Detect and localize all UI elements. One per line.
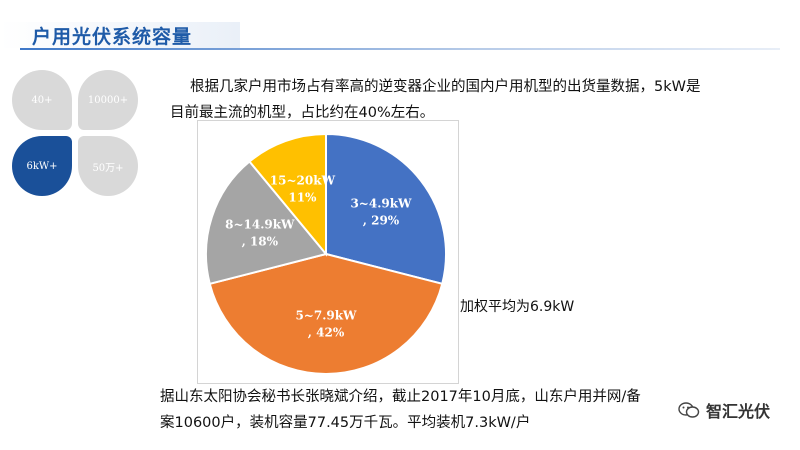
tile-6kw-plus[interactable]: 6kW+: [12, 136, 72, 196]
tile-label: 10000+: [87, 94, 129, 106]
pie-chart: 3~4.9kW , 29% 5~7.9kW , 42% 8~14.9kW , 18% 15~…: [205, 132, 447, 375]
tile-40-plus[interactable]: 40+: [12, 70, 72, 130]
intro-line-2: 目前最主流的机型，占比约在40%左右。: [170, 105, 435, 121]
wechat-icon: [678, 402, 700, 418]
tile-label: 40+: [31, 94, 53, 106]
pie-slice-label-0: 3~4.9kW: [350, 196, 412, 210]
tile-label: 6kW+: [26, 160, 58, 172]
footer-line-2: 案10600户，装机容量77.45万千瓦。平均装机7.3kW/户: [160, 415, 531, 431]
pie-slice-0: [325, 132, 447, 286]
tile-10000-plus[interactable]: 10000+: [78, 70, 138, 130]
pie-chart-frame: 3~4.9kW , 29% 5~7.9kW , 42% 8~14.9kW , 18% 15~…: [197, 120, 459, 384]
pie-slice-label-3: 15~20kW: [270, 174, 336, 188]
pie-slice-pct-1: , 42%: [308, 326, 345, 340]
pie-slice-pct-3: 11%: [288, 191, 317, 205]
footer-line-1: 据山东太阳协会秘书长张晓斌介绍，截止2017年10月底，山东户用并网/备: [160, 389, 641, 405]
title-strip: [0, 22, 240, 48]
pie-slice-pct-0: , 29%: [363, 213, 400, 227]
brand-name: 智汇光伏: [706, 402, 771, 421]
pie-slice-label-1: 5~7.9kW: [295, 309, 357, 323]
tile-label: 50万+: [92, 162, 124, 174]
tile-50wan-plus[interactable]: 50万+: [78, 136, 138, 196]
page-title: 户用光伏系统容量: [32, 26, 193, 48]
title-underline: [20, 48, 780, 50]
intro-paragraph: 根据几家户用市场占有率高的逆变器企业的国内户用机型的出货量数据，5kW是 目前最…: [170, 74, 730, 126]
brand-watermark: 智汇光伏: [678, 398, 770, 422]
pie-slice-1: [208, 252, 444, 375]
pie-slice-label-2: 8~14.9kW: [225, 217, 295, 231]
intro-line-1: 根据几家户用市场占有率高的逆变器企业的国内户用机型的出货量数据，5kW是: [190, 79, 701, 95]
pie-slice-2: [205, 160, 328, 286]
pie-slice-3: [248, 132, 327, 257]
pie-slice-pct-2: , 18%: [242, 234, 279, 248]
weighted-average-text: 加权平均为6.9kW: [460, 299, 575, 315]
footer-note: 据山东太阳协会秘书长张晓斌介绍，截止2017年10月底，山东户用并网/备 案10…: [160, 384, 660, 436]
title-bar: 户用光伏系统容量: [0, 0, 800, 62]
